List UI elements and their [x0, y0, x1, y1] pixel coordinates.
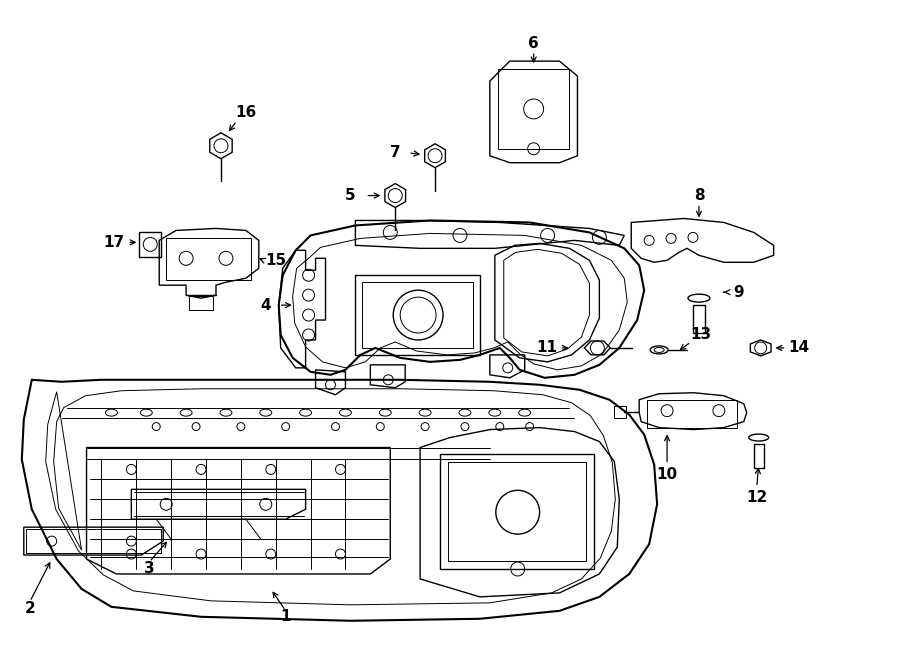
Text: 7: 7: [390, 145, 400, 160]
Text: 12: 12: [746, 490, 768, 505]
Text: 1: 1: [281, 609, 291, 624]
Text: 10: 10: [656, 467, 678, 482]
Text: 2: 2: [24, 602, 35, 616]
Text: 9: 9: [734, 285, 744, 299]
Text: 13: 13: [690, 327, 712, 342]
Text: 6: 6: [528, 36, 539, 51]
Bar: [647, 400, 737, 428]
Text: 4: 4: [260, 297, 271, 313]
Bar: [26, 529, 161, 553]
Bar: [448, 463, 587, 561]
Text: 8: 8: [694, 188, 705, 203]
Text: 17: 17: [103, 235, 124, 250]
Bar: [189, 296, 213, 310]
Text: 5: 5: [345, 188, 356, 203]
Text: 16: 16: [235, 105, 256, 120]
Bar: [140, 233, 161, 257]
Text: 3: 3: [144, 561, 155, 576]
Text: 14: 14: [788, 340, 809, 356]
Bar: [356, 275, 480, 355]
Bar: [498, 69, 570, 149]
Bar: [753, 444, 764, 469]
Bar: [166, 239, 251, 280]
Text: 15: 15: [266, 253, 286, 268]
Bar: [363, 282, 473, 348]
Bar: [615, 406, 626, 418]
Text: 11: 11: [536, 340, 557, 356]
Bar: [440, 455, 594, 569]
Bar: [693, 305, 705, 333]
